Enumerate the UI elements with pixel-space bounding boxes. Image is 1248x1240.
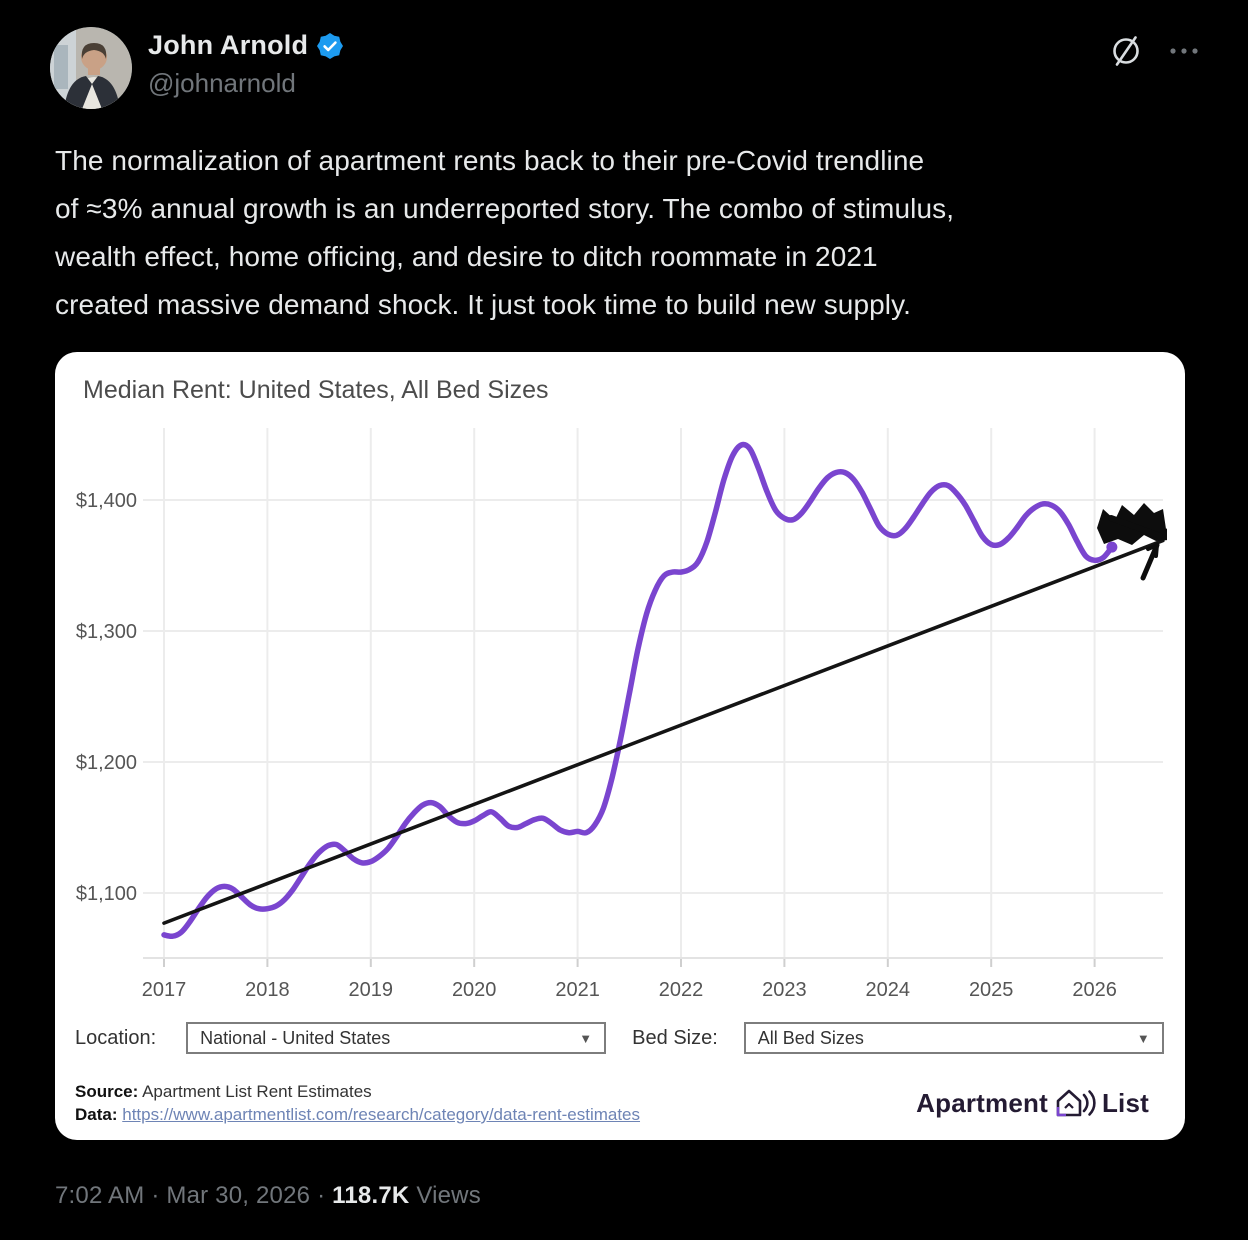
svg-text:2021: 2021 [555, 979, 600, 1001]
logo-text-apartment: Apartment [916, 1087, 1048, 1118]
location-select-value: National - United States [200, 1027, 391, 1048]
house-icon [1056, 1089, 1096, 1117]
svg-text:$1,200: $1,200 [76, 752, 137, 774]
svg-text:$1,100: $1,100 [76, 883, 137, 905]
svg-text:2017: 2017 [142, 979, 187, 1001]
name-block: John Arnold @johnarnold [148, 30, 344, 99]
location-label: Location: [75, 1026, 157, 1049]
user-handle[interactable]: @johnarnold [148, 68, 296, 98]
source-text: Apartment List Rent Estimates [142, 1082, 372, 1101]
bed-size-select[interactable]: All Bed Sizes ▼ [743, 1022, 1164, 1054]
tweet-text: The normalization of apartment rents bac… [55, 145, 955, 320]
svg-text:2026: 2026 [1072, 979, 1117, 1001]
rent-chart-svg: $1,400 $1,300 $1,200 $1,100 2017 2018 2019 2020… [76, 428, 1171, 1001]
rent-chart: $1,400 $1,300 $1,200 $1,100 2017 2018 2019 2020… [75, 418, 1171, 1010]
more-options-icon[interactable] [1168, 45, 1200, 57]
card-footer: Source: Apartment List Rent Estimates Da… [75, 1080, 1165, 1126]
apartment-list-logo: Apartment List [916, 1086, 1149, 1120]
avatar-photo [50, 27, 132, 109]
time-date: 7:02 AM · Mar 30, 2026 [55, 1182, 311, 1209]
views-count: 118.7K [332, 1182, 410, 1209]
svg-text:2024: 2024 [866, 979, 911, 1001]
svg-text:2023: 2023 [762, 979, 807, 1001]
grok-icon[interactable] [1108, 33, 1144, 69]
chart-controls: Location: National - United States ▼ Bed… [75, 1022, 1165, 1054]
tweet-header: John Arnold @johnarnold [50, 27, 1200, 119]
chart-card: Median Rent: United States, All Bed Size… [55, 352, 1185, 1140]
svg-text:$1,300: $1,300 [76, 621, 137, 643]
timestamp: 7:02 AM · Mar 30, 2026 · 118.7K Views [55, 1182, 481, 1210]
avatar[interactable] [50, 27, 132, 109]
svg-text:2025: 2025 [969, 979, 1014, 1001]
bed-size-select-value: All Bed Sizes [757, 1027, 864, 1048]
views-label: Views [416, 1182, 481, 1209]
chevron-down-icon: ▼ [1136, 1030, 1150, 1046]
chart-title: Median Rent: United States, All Bed Size… [83, 376, 549, 404]
data-label: Data: [75, 1105, 118, 1124]
source-label: Source: [75, 1082, 139, 1101]
svg-text:$1,400: $1,400 [76, 490, 137, 512]
header-actions [1108, 33, 1200, 69]
svg-text:2019: 2019 [349, 979, 394, 1001]
display-name[interactable]: John Arnold [148, 30, 309, 60]
svg-text:2018: 2018 [245, 979, 290, 1001]
source-block: Source: Apartment List Rent Estimates Da… [75, 1080, 640, 1126]
chevron-down-icon: ▼ [579, 1030, 593, 1046]
verified-badge-icon [317, 32, 344, 59]
dot-separator: · [317, 1182, 333, 1209]
logo-text-list: List [1101, 1087, 1149, 1118]
svg-text:2022: 2022 [659, 979, 704, 1001]
data-link[interactable]: https://www.apartmentlist.com/research/c… [122, 1105, 641, 1124]
location-select[interactable]: National - United States ▼ [186, 1022, 607, 1054]
bed-size-label: Bed Size: [632, 1026, 718, 1049]
svg-text:2020: 2020 [452, 979, 497, 1001]
